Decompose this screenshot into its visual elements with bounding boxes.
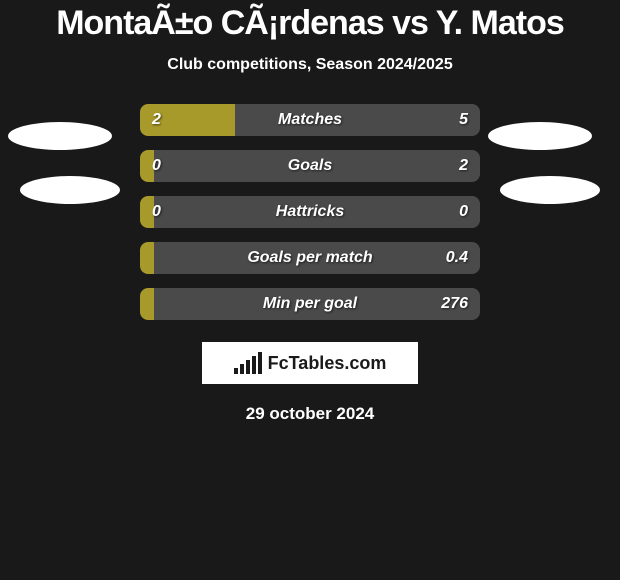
- stats-area: 2 Matches 5 0 Goals 2 0 Hattricks 0 Goals per mat…: [0, 104, 620, 320]
- stat-row: 0 Hattricks 0: [140, 196, 480, 228]
- stat-label: Matches: [278, 111, 342, 129]
- stat-right-value: 0.4: [446, 249, 468, 267]
- stat-label: Goals: [288, 157, 332, 175]
- stat-left-value: 0: [152, 157, 161, 175]
- page-subtitle: Club competitions, Season 2024/2025: [167, 56, 452, 74]
- stat-row: Min per goal 276: [140, 288, 480, 320]
- page-title: MontaÃ±o CÃ¡rdenas vs Y. Matos: [56, 6, 564, 40]
- stat-row: Goals per match 0.4: [140, 242, 480, 274]
- stat-right-value: 0: [459, 203, 468, 221]
- stat-right-value: 2: [459, 157, 468, 175]
- stat-right-value: 5: [459, 111, 468, 129]
- decorative-ellipse: [488, 122, 592, 150]
- stat-bar-fill: [140, 288, 154, 320]
- stat-left-value: 2: [152, 111, 161, 129]
- fctables-logo: FcTables.com: [202, 342, 418, 384]
- logo-text: FcTables.com: [268, 353, 387, 374]
- decorative-ellipse: [500, 176, 600, 204]
- logo-bars-icon: [234, 352, 262, 374]
- stat-left-value: 0: [152, 203, 161, 221]
- stat-row: 2 Matches 5: [140, 104, 480, 136]
- stat-right-value: 276: [441, 295, 468, 313]
- decorative-ellipse: [8, 122, 112, 150]
- stat-label: Min per goal: [263, 295, 357, 313]
- chart-date: 29 october 2024: [246, 404, 375, 424]
- decorative-ellipse: [20, 176, 120, 204]
- stat-bars-container: 2 Matches 5 0 Goals 2 0 Hattricks 0 Goals per mat…: [140, 104, 480, 320]
- stat-label: Hattricks: [276, 203, 344, 221]
- stat-label: Goals per match: [247, 249, 372, 267]
- stat-bar-fill: [140, 242, 154, 274]
- stat-row: 0 Goals 2: [140, 150, 480, 182]
